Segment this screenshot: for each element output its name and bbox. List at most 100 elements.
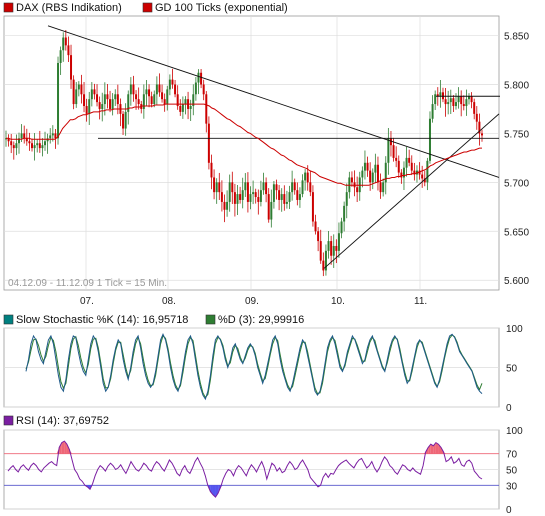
candle-body: [233, 192, 236, 204]
candle-body: [304, 172, 307, 181]
candle-body: [93, 89, 96, 95]
candle-body: [54, 133, 57, 139]
candle-body: [402, 167, 405, 178]
candle-body: [470, 96, 473, 103]
rsi-y-tick: 50: [506, 466, 518, 477]
price-y-tick: 5.750: [504, 129, 529, 140]
candle-body: [189, 106, 192, 109]
candle-body: [64, 37, 67, 46]
candle-body: [7, 138, 10, 142]
candle-body: [293, 182, 296, 191]
candle-body: [301, 180, 304, 195]
candle-body: [145, 89, 148, 95]
rsi-line: [7, 440, 483, 498]
candle-body: [179, 106, 182, 112]
rsi-legend: RSI (14): 37,69752: [3, 415, 109, 427]
candle-body: [317, 231, 320, 242]
candle-body: [444, 99, 447, 105]
candle-body: [465, 99, 468, 107]
candle-body: [481, 133, 483, 136]
candle-body: [10, 141, 13, 146]
candle-body: [439, 92, 442, 97]
candle-body: [379, 182, 382, 193]
candle-body: [192, 94, 195, 107]
rsi-y-tick: 70: [506, 450, 518, 461]
candle-body: [202, 84, 205, 95]
candle-body: [478, 121, 481, 134]
candle-body: [168, 79, 171, 90]
candle-body: [101, 104, 104, 109]
candle-body: [109, 99, 112, 109]
price-x-tick: 08.: [162, 296, 176, 307]
candle-body: [423, 178, 426, 183]
candle-body: [207, 123, 210, 163]
rsi-overbought-fill: [428, 444, 431, 454]
rsi-y-tick: 100: [506, 426, 523, 437]
candle-body: [83, 94, 86, 107]
candle-body: [418, 170, 421, 175]
candle-body: [18, 138, 21, 144]
candle-body: [142, 94, 145, 109]
candle-body: [309, 182, 312, 193]
candle-body: [137, 99, 140, 105]
candle-body: [473, 102, 476, 114]
candle-body: [270, 201, 273, 220]
candle-body: [467, 96, 470, 100]
candle-body: [44, 141, 47, 146]
candle-body: [278, 190, 281, 200]
candle-body: [12, 145, 15, 149]
candle-body: [96, 94, 99, 103]
price-grid: [4, 16, 499, 290]
candle-body: [135, 94, 138, 100]
candle-body: [241, 190, 244, 200]
candle-body: [153, 94, 156, 105]
candle-body: [345, 192, 348, 206]
candle-body: [25, 138, 28, 142]
candle-body: [57, 62, 60, 139]
candle-body: [371, 172, 374, 183]
candle-body: [114, 94, 117, 100]
stoch-d-label: %D (3): 29,99916: [218, 314, 304, 326]
candle-body: [285, 201, 288, 204]
candle-body: [111, 99, 114, 109]
candle-body: [23, 133, 26, 139]
candle-body: [246, 182, 249, 202]
candle-body: [98, 102, 101, 109]
price-x-tick: 10.: [331, 296, 345, 307]
candle-body: [262, 182, 265, 191]
price-x-axis: 07. 08. 09. 10. 11.: [80, 296, 427, 307]
candle-body: [200, 72, 203, 85]
candle-body: [314, 221, 317, 232]
candle-body: [213, 177, 216, 193]
candle-body: [174, 84, 177, 95]
candle-body: [311, 192, 314, 222]
candle-body: [194, 82, 197, 95]
candle-body: [236, 194, 239, 204]
candle-body: [452, 98, 455, 107]
candle-body: [163, 99, 166, 105]
candle-body: [436, 94, 439, 97]
candle-body: [85, 106, 88, 114]
candle-body: [332, 245, 335, 256]
candle-body: [184, 99, 187, 105]
candle-body: [148, 89, 151, 97]
candle-body: [90, 89, 93, 100]
rsi-overbought-fill: [438, 444, 442, 454]
candle-body: [392, 145, 395, 158]
candle-body: [106, 94, 109, 100]
dax-legend-label: DAX (RBS Indikation): [16, 2, 122, 14]
candle-body: [36, 143, 39, 146]
candle-body: [460, 96, 463, 105]
candle-body: [335, 245, 338, 251]
candle-body: [223, 201, 226, 210]
candle-body: [462, 104, 465, 107]
candle-body: [59, 50, 62, 63]
candle-body: [457, 96, 460, 103]
rsi-y-axis: 100 70 50 30 0: [506, 426, 523, 516]
candle-body: [397, 160, 400, 173]
candle-body: [405, 157, 408, 168]
candle-body: [257, 197, 260, 202]
candle-body: [75, 89, 78, 105]
price-y-tick: 5.650: [504, 227, 529, 238]
candle-body: [20, 133, 23, 139]
